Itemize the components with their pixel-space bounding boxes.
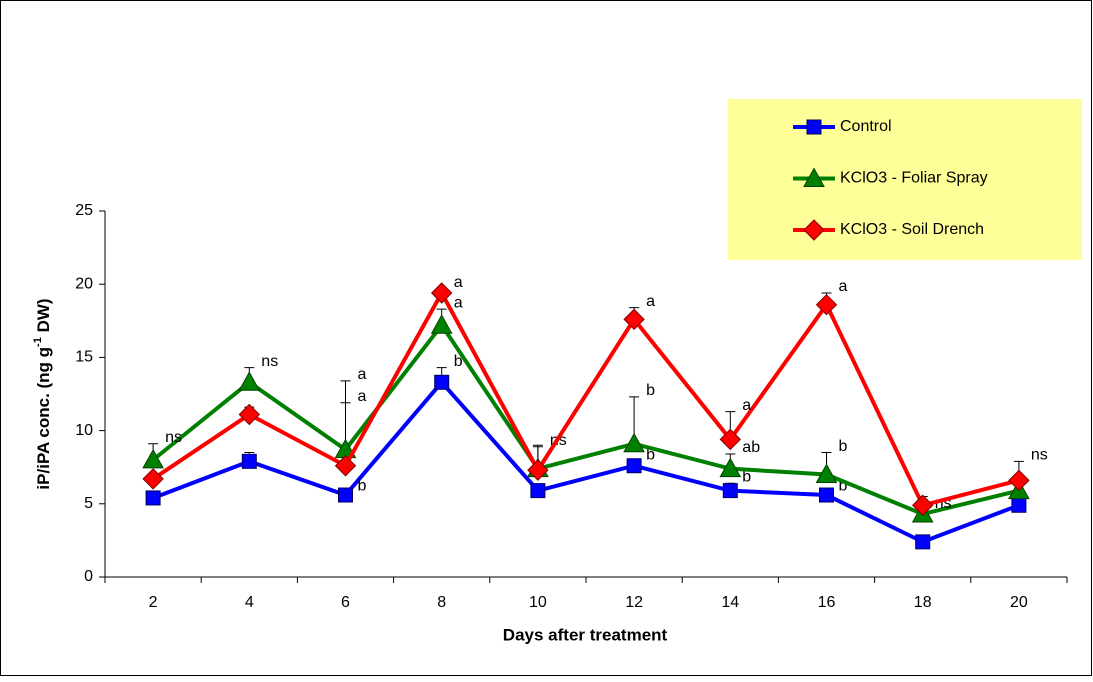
x-tick-label: 20 bbox=[1010, 594, 1028, 611]
y-tick-label: 0 bbox=[84, 568, 93, 585]
x-tick-label: 4 bbox=[245, 594, 254, 611]
chart: Days after treatment iP/iPA conc. (ng g-… bbox=[0, 0, 1093, 677]
legend-label: Control bbox=[840, 118, 892, 135]
x-tick-label: 14 bbox=[721, 594, 739, 611]
significance-label: ns bbox=[165, 429, 182, 446]
marker bbox=[1012, 498, 1026, 512]
significance-label: b bbox=[358, 477, 367, 494]
marker bbox=[723, 484, 737, 498]
marker bbox=[531, 484, 545, 498]
legend-marker bbox=[807, 120, 821, 134]
marker bbox=[435, 375, 449, 389]
x-tick-label: 10 bbox=[529, 594, 547, 611]
y-tick-label: 20 bbox=[75, 275, 93, 292]
marker bbox=[146, 491, 160, 505]
marker bbox=[820, 488, 834, 502]
significance-label: b bbox=[646, 382, 655, 399]
x-tick-label: 8 bbox=[437, 594, 446, 611]
y-tick-label: 5 bbox=[84, 495, 93, 512]
significance-label: a bbox=[454, 274, 463, 291]
y-axis-label-text: iP/iPA conc. (ng g bbox=[34, 347, 53, 490]
y-axis-label-suffix: DW) bbox=[34, 298, 53, 337]
y-tick-label: 10 bbox=[75, 422, 93, 439]
marker bbox=[916, 535, 930, 549]
x-tick-label: 18 bbox=[914, 594, 932, 611]
significance-label: a bbox=[358, 366, 367, 383]
significance-label: ab bbox=[742, 439, 760, 456]
y-tick-label: 25 bbox=[75, 202, 93, 219]
significance-label: a bbox=[839, 278, 848, 295]
x-tick-label: 12 bbox=[625, 594, 643, 611]
significance-label: b bbox=[839, 438, 848, 455]
x-tick-label: 2 bbox=[149, 594, 158, 611]
legend-label: KClO3 - Soil Drench bbox=[840, 221, 984, 238]
significance-label: a bbox=[742, 397, 751, 414]
y-axis-label: iP/iPA conc. (ng g-1 DW) bbox=[32, 298, 54, 489]
significance-label: a bbox=[454, 294, 463, 311]
x-tick-label: 6 bbox=[341, 594, 350, 611]
marker bbox=[627, 459, 641, 473]
legend-label: KClO3 - Foliar Spray bbox=[840, 170, 988, 187]
x-tick-label: 16 bbox=[818, 594, 836, 611]
marker bbox=[339, 488, 353, 502]
marker bbox=[242, 454, 256, 468]
significance-label: a bbox=[646, 293, 655, 310]
significance-label: ns bbox=[1031, 447, 1048, 464]
x-axis-label: Days after treatment bbox=[503, 625, 668, 644]
y-tick-label: 15 bbox=[75, 349, 93, 366]
y-axis-label-sup: -1 bbox=[32, 337, 44, 347]
significance-label: ns bbox=[261, 353, 278, 370]
significance-label: a bbox=[358, 388, 367, 405]
